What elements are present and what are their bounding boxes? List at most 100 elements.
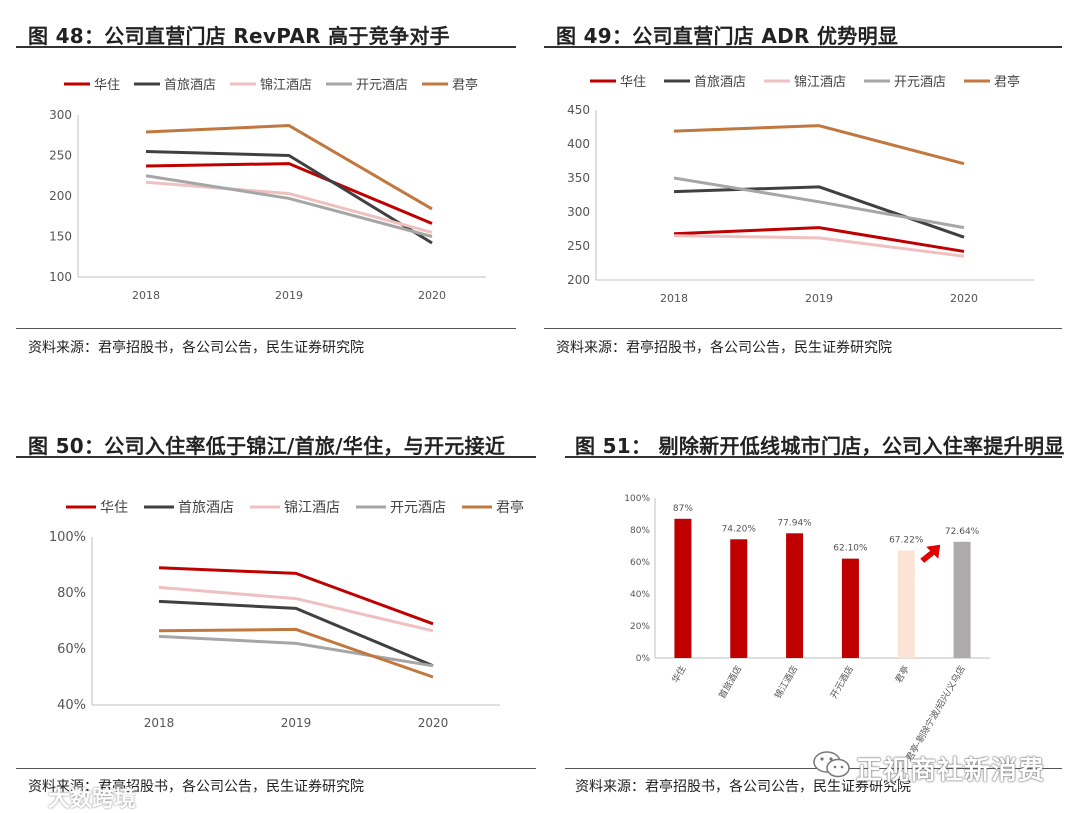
chart-49-bottom-rule (544, 328, 1062, 329)
x-tick-label: 2019 (281, 716, 312, 730)
wechat-icon (813, 751, 850, 778)
chart-51-top-rule (565, 456, 1062, 458)
x-tick-label: 君亭-剔除宁波/绍兴/义乌店 (903, 664, 968, 764)
bar-首旅酒店 (730, 539, 748, 658)
chart-50-top-rule (16, 456, 536, 458)
chart-51-title: 图 51： 剔除新开低线城市门店，公司入住率提升明显 (575, 434, 1065, 458)
series-line-华住 (145, 162, 433, 225)
bar-君亭-剔除宁波/绍兴/义乌店 (953, 541, 971, 658)
y-tick-label: 100 (49, 270, 72, 284)
legend-label: 华住 (100, 500, 128, 516)
legend-label: 开元酒店 (390, 500, 446, 516)
y-tick-label: 100% (49, 530, 86, 545)
bar-data-label: 72.64% (945, 527, 980, 537)
chart-49-adr: 华住 首旅酒店 锦江酒店 开元酒店 君亭 200 250 300 350 400 450 2018 20… (567, 74, 1034, 305)
y-tick-label: 200 (567, 273, 590, 287)
legend-label: 华住 (620, 75, 646, 90)
series-line-开元酒店 (158, 634, 434, 668)
series-line-锦江酒店 (145, 180, 433, 234)
legend-label: 首旅酒店 (164, 78, 216, 93)
legend-label: 首旅酒店 (694, 75, 746, 90)
y-tick-label: 100% (624, 494, 650, 504)
legend-label: 首旅酒店 (178, 500, 234, 516)
y-tick-label: 60% (630, 558, 650, 568)
y-tick-label: 40% (630, 590, 650, 600)
x-tick-label: 开元酒店 (828, 664, 856, 701)
y-tick-label: 400 (567, 137, 590, 151)
y-tick-label: 350 (567, 171, 590, 185)
bar-data-label: 74.20% (722, 524, 757, 534)
bar-华住 (674, 518, 692, 658)
y-tick-label: 250 (567, 239, 590, 253)
x-tick-label: 2019 (805, 292, 833, 305)
series-line-君亭 (158, 627, 434, 679)
x-tick-label: 2018 (132, 289, 160, 302)
x-tick-label: 2020 (418, 716, 449, 730)
series-line-华住 (158, 566, 434, 626)
series-line-君亭 (145, 124, 433, 211)
legend-label: 锦江酒店 (794, 75, 846, 90)
series-line-君亭 (673, 124, 965, 166)
watermark-right: 正视商社新消费 (856, 756, 1046, 786)
bar-data-label: 67.22% (889, 535, 924, 545)
series-line-锦江酒店 (158, 585, 434, 633)
y-tick-label: 60% (57, 642, 86, 657)
y-tick-label: 300 (49, 108, 72, 122)
legend-label: 开元酒店 (894, 75, 946, 90)
y-tick-label: 300 (567, 205, 590, 219)
chart-51-occupancy-bars: 0% 20% 40% 60% 80% 100% 87% 华住 74.20% 首旅酒店 77.94% 锦… (624, 494, 990, 764)
y-tick-label: 250 (49, 149, 72, 163)
chart-51-bottom-rule (565, 768, 1062, 769)
x-tick-label: 2018 (660, 292, 688, 305)
x-tick-label: 2019 (275, 289, 303, 302)
chart-49-title: 图 49：公司直营门店 ADR 优势明显 (556, 24, 899, 48)
x-tick-label: 华住 (669, 664, 688, 686)
chart-49-top-rule (544, 46, 1062, 48)
red-arrow-icon (920, 544, 941, 563)
y-tick-label: 200 (49, 189, 72, 203)
legend-label: 锦江酒店 (284, 499, 340, 516)
legend-label: 君亭 (994, 74, 1020, 90)
bar-data-label: 87% (673, 504, 693, 514)
x-tick-label: 首旅酒店 (716, 664, 744, 701)
series-line-首旅酒店 (145, 149, 433, 245)
chart-50-occupancy: 华住 首旅酒店 锦江酒店 开元酒店 君亭 40% 60% 80% 100% 2018 2019 202… (49, 499, 524, 730)
bar-开元酒店 (841, 558, 859, 658)
y-tick-label: 450 (567, 103, 590, 117)
series-line-锦江酒店 (673, 234, 965, 258)
legend-label: 华住 (94, 78, 120, 93)
y-tick-label: 80% (57, 586, 86, 601)
bar-锦江酒店 (786, 533, 804, 658)
y-tick-label: 0% (636, 654, 651, 664)
x-tick-label: 2018 (144, 716, 175, 730)
y-tick-label: 80% (630, 526, 650, 536)
chart-50-title: 图 50：公司入住率低于锦江/首旅/华住，与开元接近 (28, 434, 506, 458)
chart-50-source: 资料来源：君亭招股书，各公司公告，民生证券研究院 (28, 779, 364, 795)
chart-51-source: 资料来源：君亭招股书，各公司公告，民生证券研究院 (575, 779, 911, 795)
y-tick-label: 20% (630, 622, 650, 632)
legend-label: 锦江酒店 (260, 78, 312, 93)
bar-君亭 (897, 550, 915, 658)
bar-data-label: 62.10% (833, 544, 868, 554)
series-line-开元酒店 (673, 176, 965, 230)
series-line-首旅酒店 (158, 599, 434, 668)
chart-49-source: 资料来源：君亭招股书，各公司公告，民生证券研究院 (556, 340, 892, 356)
chart-48-revpar: 华住 首旅酒店 锦江酒店 开元酒店 君亭 100 150 200 250 300 2018 2019 2… (49, 77, 486, 302)
bar-data-label: 77.94% (777, 518, 812, 528)
watermark-left: 大数跨境 (48, 787, 137, 812)
x-tick-label: 2020 (418, 289, 446, 302)
legend-label: 君亭 (452, 77, 478, 93)
chart-48-source: 资料来源：君亭招股书，各公司公告，民生证券研究院 (28, 340, 364, 356)
chart-48-top-rule (16, 46, 516, 48)
x-tick-label: 锦江酒店 (772, 664, 800, 701)
chart-48-bottom-rule (16, 328, 516, 329)
series-line-首旅酒店 (673, 185, 965, 239)
y-tick-label: 150 (49, 230, 72, 244)
x-tick-label: 2020 (950, 292, 978, 305)
series-line-开元酒店 (145, 174, 433, 238)
chart-50-bottom-rule (16, 768, 536, 769)
legend-label: 君亭 (496, 499, 524, 516)
legend-label: 开元酒店 (356, 78, 408, 93)
series-line-华住 (673, 226, 965, 253)
x-tick-label: 君亭 (892, 664, 911, 686)
